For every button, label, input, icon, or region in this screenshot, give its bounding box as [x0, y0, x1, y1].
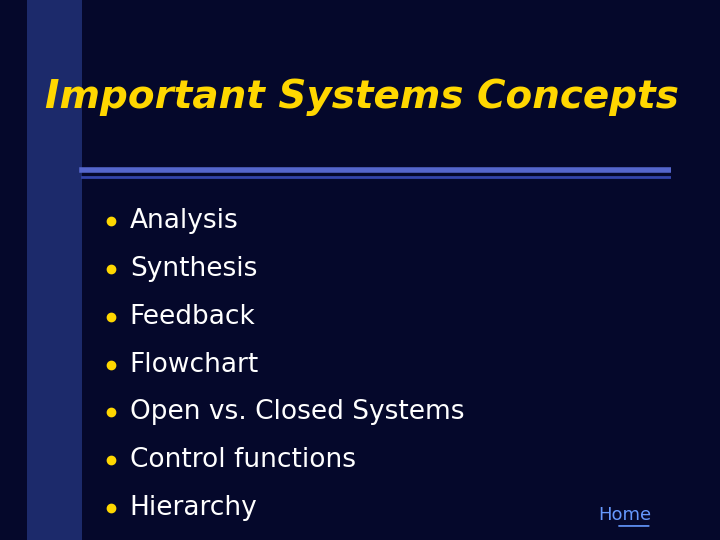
FancyBboxPatch shape [27, 0, 81, 540]
Text: Open vs. Closed Systems: Open vs. Closed Systems [130, 399, 464, 425]
Text: Control functions: Control functions [130, 447, 356, 473]
Text: Analysis: Analysis [130, 208, 238, 234]
Text: Flowchart: Flowchart [130, 352, 259, 377]
Text: Home: Home [598, 506, 652, 524]
Text: Synthesis: Synthesis [130, 256, 257, 282]
Text: Feedback: Feedback [130, 304, 256, 330]
Text: Hierarchy: Hierarchy [130, 495, 258, 521]
Text: Important Systems Concepts: Important Systems Concepts [45, 78, 679, 116]
